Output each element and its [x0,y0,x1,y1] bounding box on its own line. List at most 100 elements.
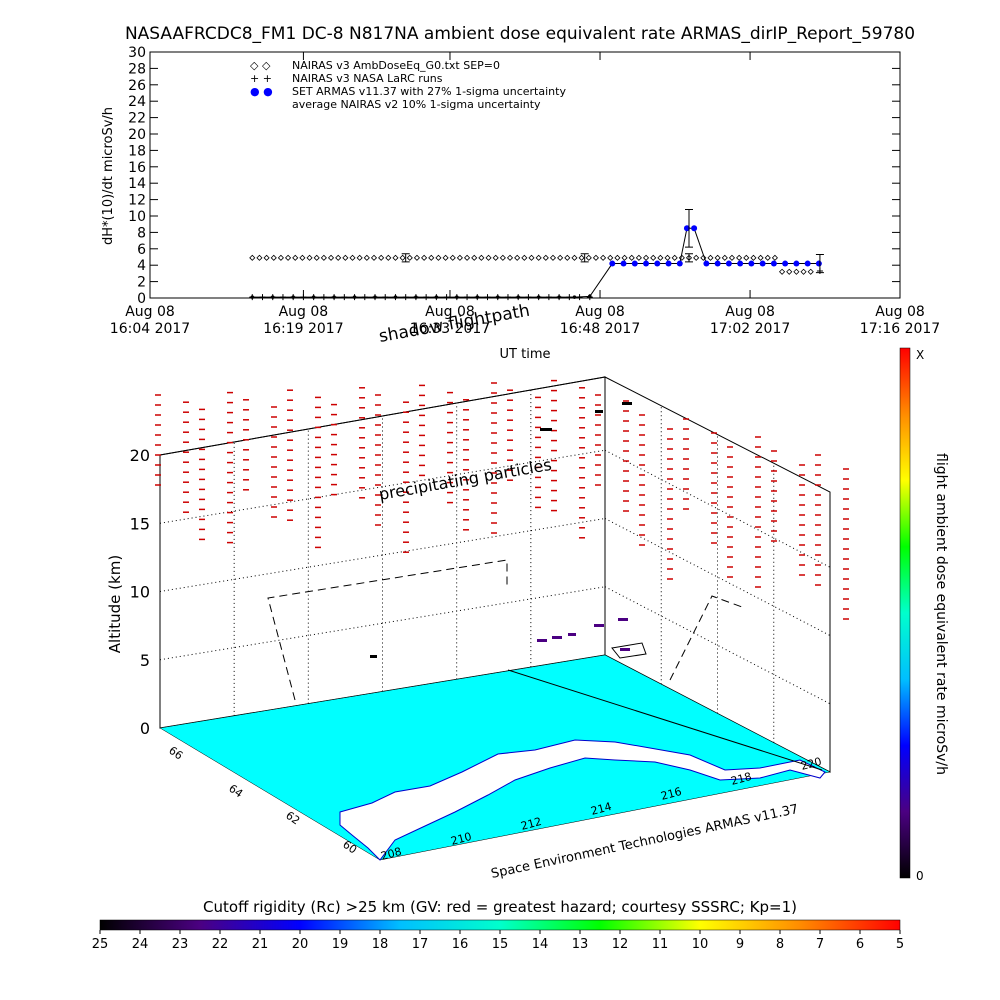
dose-point [595,410,603,413]
dose-marker-box [611,642,647,659]
bottom-colorbar-tick-label: 22 [212,937,229,952]
altitude-tick-label: 0 [140,719,150,738]
bottom-colorbar-tick-label: 15 [492,937,509,952]
longitude-tick-label: 218 [729,770,753,788]
dose-point [618,618,628,621]
x-tick-label-time: 16:19 2017 [263,321,343,337]
x-tick-label-date: Aug 08 [125,304,175,320]
nairas-v3-point [285,254,292,261]
nairas-v3-point [621,254,628,261]
armas-point [770,260,777,267]
nairas-v3-point [793,268,800,275]
scene-gridlines [159,390,831,743]
armas-point [587,294,592,299]
nairas-v3-point [592,254,599,261]
y-tick-label: 0 [137,291,146,307]
nairas-v3-point [800,268,807,275]
armas-point [495,295,500,299]
right-colorbar-label: flight ambient dose equivalent rate micr… [933,453,949,775]
nairas-v3-point [786,268,793,275]
legend-symbol: ◇ ◇ [250,59,271,72]
y-tick-label: 16 [128,160,146,176]
bottom-colorbar-tick-label: 20 [292,937,309,952]
y-tick-label: 28 [128,61,146,77]
armas-point [609,260,616,267]
armas-series-line [252,227,819,298]
series-layer [249,208,824,301]
nairas-v3-point [700,254,707,261]
dose-point [620,648,630,651]
nairas-v3-point [564,254,571,261]
right-colorbar: X 0 flight ambient dose equivalent rate … [899,347,949,883]
y-axis-label: dH*(10)/dt microSv/h [101,107,116,245]
longitude-tick-label: 214 [589,800,613,818]
nairas-v3-point [406,254,413,261]
error-bar [685,208,694,248]
error-bar [815,254,824,274]
bottom-colorbar-tick-label: 10 [692,937,709,952]
bottom-colorbar-tick-label: 14 [532,937,549,952]
x-tick-label-time: 16:48 2017 [560,321,640,337]
y-tick-label: 30 [128,45,146,61]
nairas-v3-point [342,254,349,261]
nairas-v3-point [256,254,263,261]
dose-point [370,655,377,658]
y-tick-label: 24 [128,94,146,110]
nairas-v3-point [736,254,743,261]
y-tick-label: 18 [128,143,146,159]
bottom-colorbar-tick-label: 11 [652,937,669,952]
longitude-tick-label: 210 [449,830,473,848]
nairas-v3-point [270,254,277,261]
nairas-v3-point [743,254,750,261]
altitude-tick-label: 5 [140,651,150,670]
nairas-v3-point [542,254,549,261]
y-tick-label: 6 [137,242,146,258]
y-tick-label: 26 [128,78,146,94]
nairas-v3-point [299,254,306,261]
nairas-v3-point [779,268,786,275]
armas-point [691,225,698,232]
armas-point [352,295,357,299]
altitude-axis-label: Altitude (km) [106,555,124,653]
armas-point [737,260,744,267]
bottom-colorbar-bar [99,919,901,931]
altitude-ticks: 0 5 10 15 20 [130,446,150,738]
bottom-colorbar-tick-label: 25 [92,937,109,952]
armas-point [683,225,690,232]
longitude-tick-label: 220 [799,755,823,773]
armas-point [414,295,418,299]
legend-label: average NAIRAS v2 10% 1-sigma uncertaint… [292,98,541,111]
flight-dose-points [370,402,647,659]
nairas-v3-point [657,254,664,261]
bottom-colorbar-tick-label: 6 [856,937,864,952]
armas-point [725,260,732,267]
nairas-v3-point [499,254,506,261]
error-bar [685,253,694,263]
nairas-v3-point [485,254,492,261]
armas-point [782,260,789,267]
x-tick-label-date: Aug 08 [425,304,475,320]
nairas-v3-point [528,254,535,261]
nairas-v3-point [463,254,471,261]
legend-symbol: ● ● [250,85,273,98]
nairas-v3-point [628,254,635,261]
y-tick-label: 2 [137,275,146,291]
coastline-landmass [339,739,826,861]
y-tick-label: 12 [128,193,146,209]
armas-point [557,295,561,299]
longitude-tick-label: 216 [659,785,683,803]
armas-point [270,295,275,299]
figure-title: NASAAFRCDC8_FM1 DC-8 N817NA ambient dose… [125,24,915,44]
legend-label: SET ARMAS v11.37 with 27% 1-sigma uncert… [292,85,566,98]
armas-point [665,260,672,267]
nairas-v3-point [664,254,671,261]
nairas-v3-point [292,254,299,261]
bottom-colorbar-tick-label: 13 [572,937,589,952]
nairas-v3-point [449,254,456,261]
armas-point [620,260,627,267]
armas-point [748,260,755,267]
bottom-colorbar-tick-label: 5 [896,937,904,952]
bottom-colorbar-tick-label: 18 [372,937,389,952]
